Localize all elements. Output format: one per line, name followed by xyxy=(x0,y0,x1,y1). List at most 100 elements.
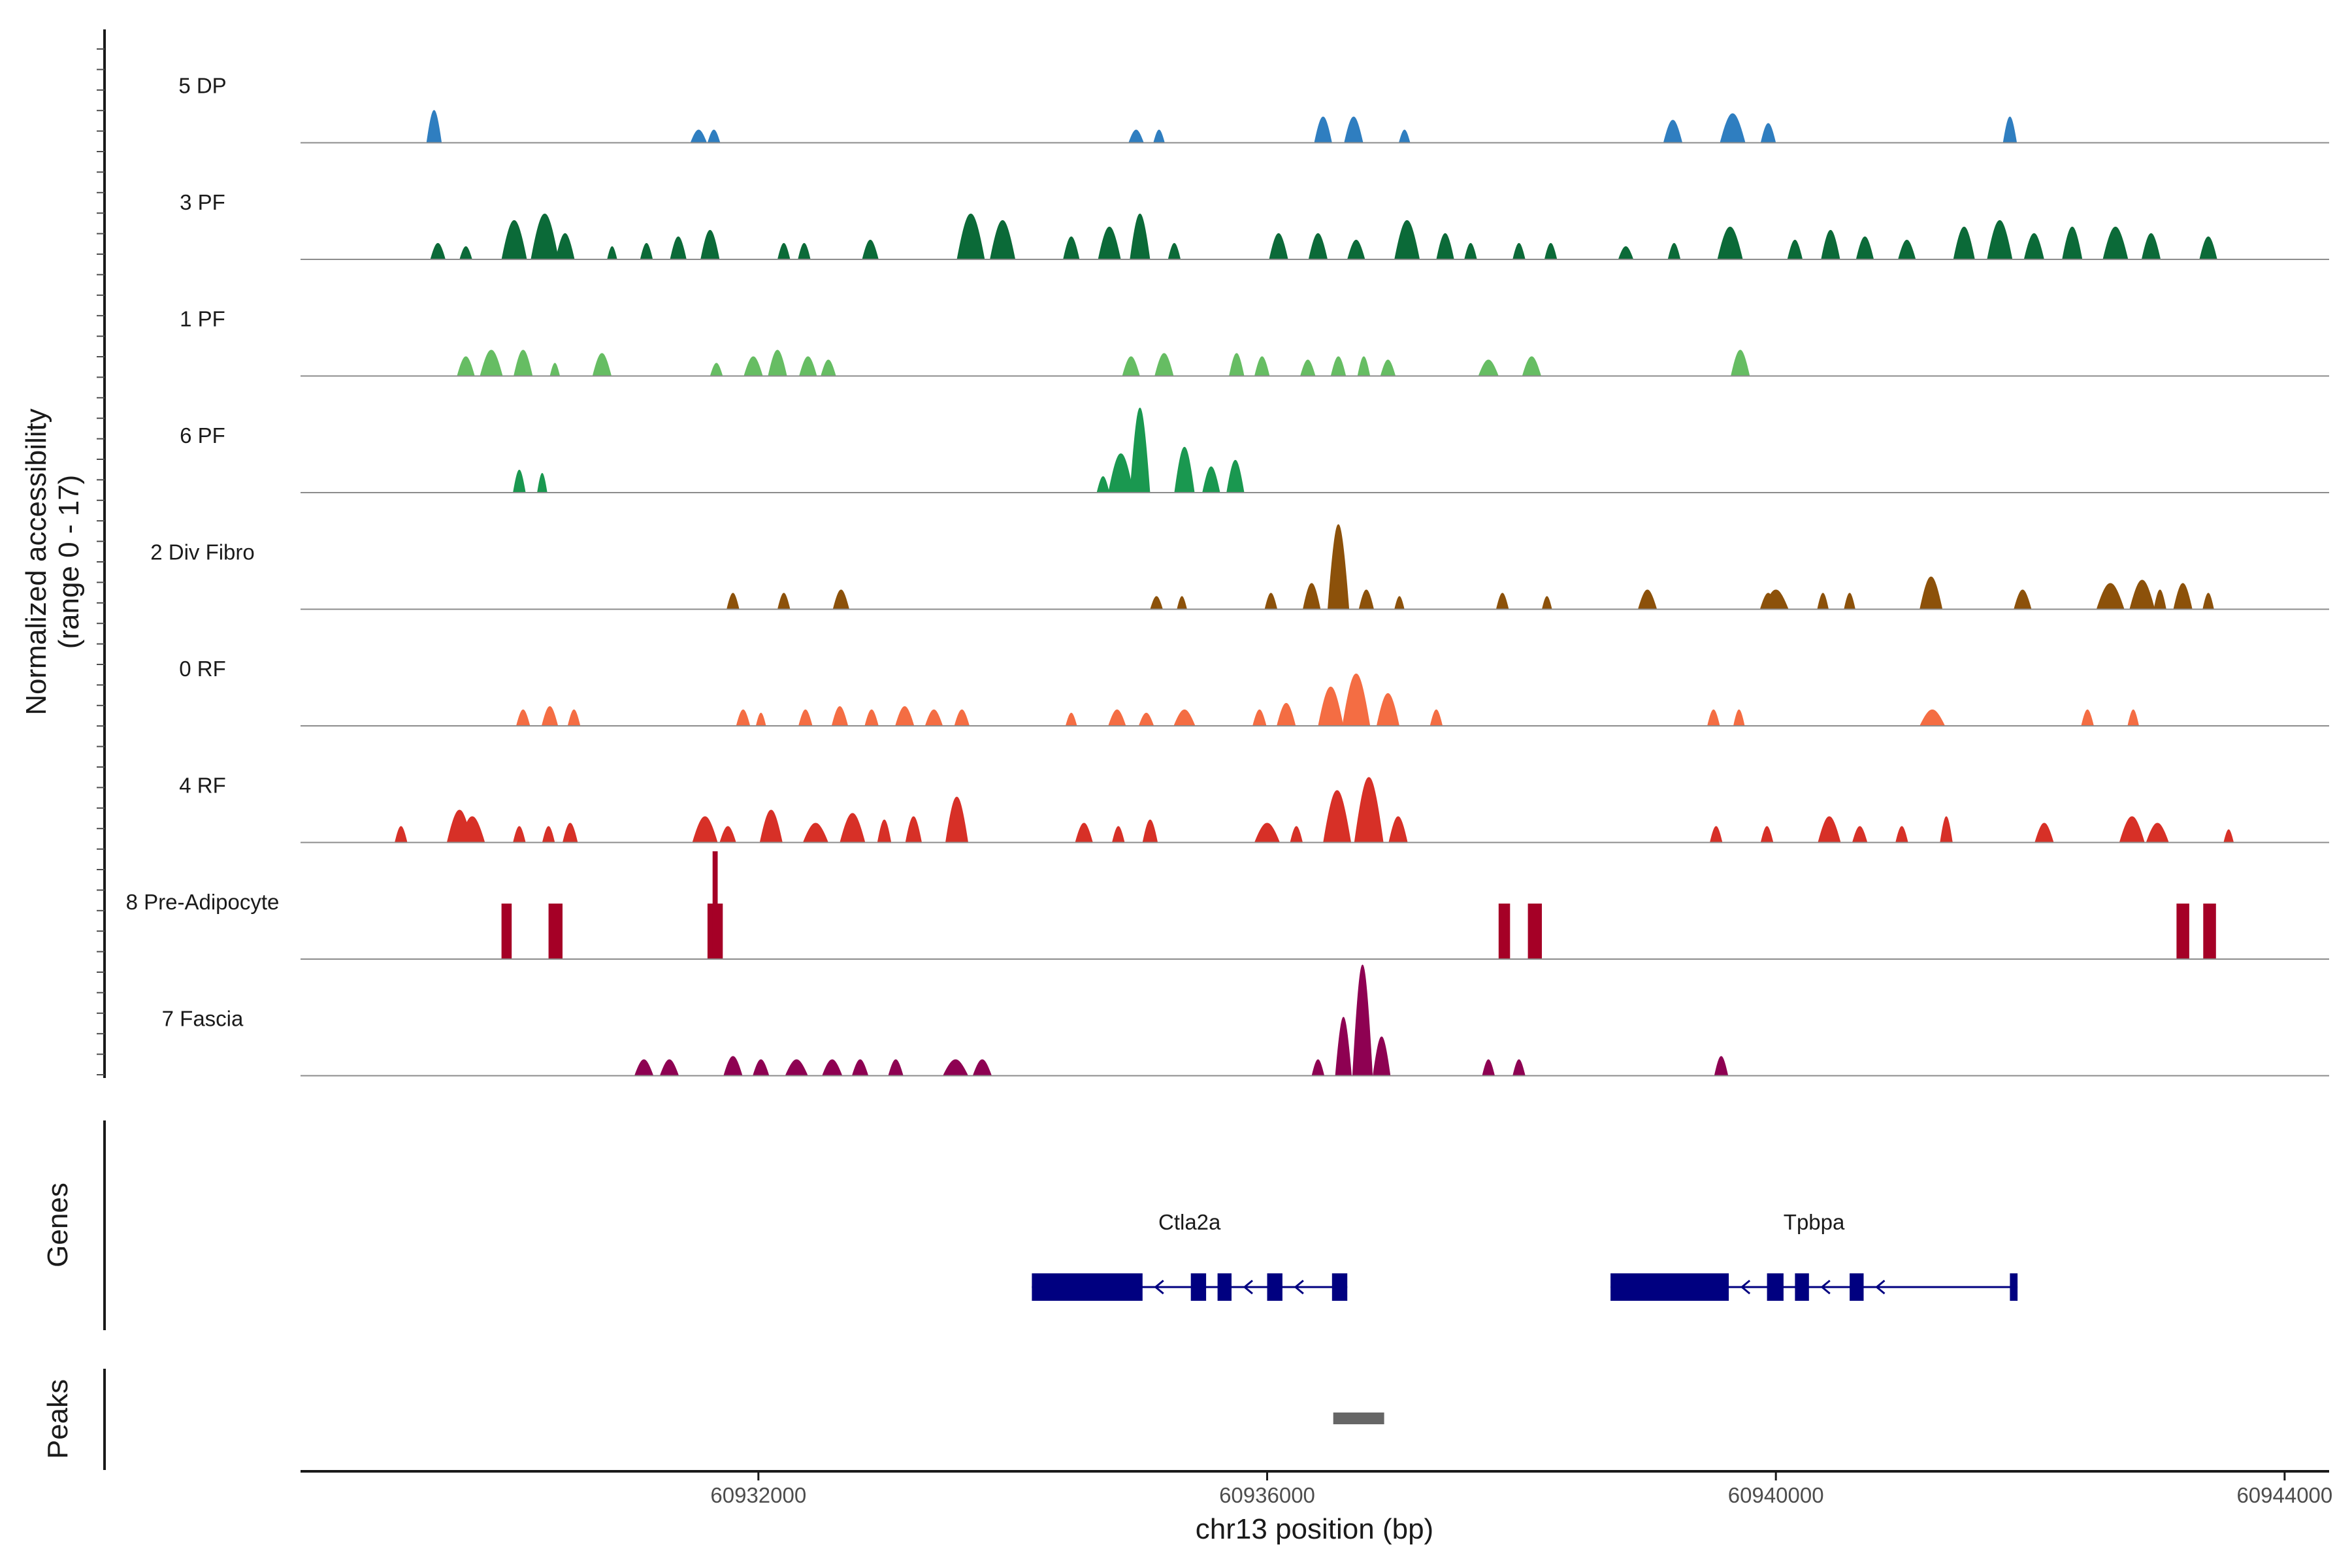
coverage-block-8-pre-adipocyte-4 xyxy=(1498,904,1511,959)
gene-exon-ctla2a-3 xyxy=(1267,1273,1282,1301)
coverage-peak-0-rf-16 xyxy=(1277,703,1296,726)
track-2-div-fibro: 2 Div Fibro xyxy=(150,524,2329,610)
coverage-peak-5-dp-8 xyxy=(1663,120,1683,143)
coverage-peak-7-fascia-3 xyxy=(753,1059,770,1076)
coverage-peak-3-pf-9 xyxy=(777,243,791,259)
coverage-peak-6-pf-0 xyxy=(513,470,526,493)
peaks-panel: Peaks xyxy=(42,1369,1384,1470)
coverage-peak-4-rf-3 xyxy=(513,826,526,843)
coverage-peak-3-pf-15 xyxy=(1098,227,1121,259)
coverage-peak-4-rf-5 xyxy=(563,823,578,843)
coverage-peak-4-rf-12 xyxy=(905,816,922,843)
gene-exon-ctla2a-2 xyxy=(1217,1273,1232,1301)
coverage-peak-2-div-fibro-6 xyxy=(1303,583,1321,610)
coverage-peak-0-rf-0 xyxy=(516,710,531,726)
coverage-peak-7-fascia-5 xyxy=(822,1059,843,1076)
coverage-peak-4-rf-27 xyxy=(1940,816,1953,843)
coverage-peak-1-pf-18 xyxy=(1478,359,1499,376)
coverage-peak-3-pf-23 xyxy=(1464,243,1477,259)
strand-arrow-icon xyxy=(1740,1279,1751,1295)
coverage-peak-0-rf-13 xyxy=(1138,713,1154,726)
coverage-peak-7-fascia-13 xyxy=(1373,1036,1391,1076)
coverage-peak-3-pf-10 xyxy=(798,243,811,259)
coverage-peak-1-pf-8 xyxy=(799,356,817,376)
coverage-peak-7-fascia-0 xyxy=(634,1059,654,1076)
coverage-peak-2-div-fibro-20 xyxy=(2129,580,2155,610)
coverage-peak-2-div-fibro-23 xyxy=(2202,593,2214,610)
coverage-peak-5-dp-1 xyxy=(690,129,707,143)
coverage-peak-5-dp-10 xyxy=(1760,123,1776,143)
track-label-5-dp: 5 DP xyxy=(178,74,226,98)
coverage-peak-0-rf-21 xyxy=(1707,710,1720,726)
coverage-peak-1-pf-20 xyxy=(1731,350,1750,376)
coverage-peak-3-pf-11 xyxy=(862,240,879,259)
gene-exon-tpbpa-0 xyxy=(1610,1273,1729,1301)
coverage-peak-3-pf-26 xyxy=(1618,246,1634,259)
coverage-peak-3-pf-31 xyxy=(1855,237,1874,259)
track-label-6-pf: 6 PF xyxy=(180,423,225,448)
coverage-peak-2-div-fibro-19 xyxy=(2096,583,2125,610)
gene-exon-tpbpa-4 xyxy=(2010,1273,2018,1301)
genes-panel: Genes Ctla2a Tpbpa xyxy=(42,1120,2018,1330)
coverage-peak-3-pf-7 xyxy=(670,237,687,259)
coverage-peak-1-pf-5 xyxy=(710,363,723,376)
gene-label-tpbpa: Tpbpa xyxy=(1784,1210,1845,1234)
genes-panel-label: Genes xyxy=(42,1183,74,1267)
track-3-pf: 3 PF xyxy=(180,190,2329,260)
track-8-pre-adipocyte: 8 Pre-Adipocyte xyxy=(126,851,2329,960)
x-tick-label-60932000: 60932000 xyxy=(710,1483,806,1507)
coverage-peak-3-pf-17 xyxy=(1168,243,1181,259)
coverage-peak-2-div-fibro-18 xyxy=(2014,589,2032,610)
coverage-peak-0-rf-22 xyxy=(1733,710,1745,726)
coverage-peak-0-rf-6 xyxy=(831,706,849,726)
coverage-peak-3-pf-21 xyxy=(1394,220,1420,259)
coverage-peak-3-pf-24 xyxy=(1512,243,1526,259)
coverage-peak-4-rf-26 xyxy=(1895,826,1908,843)
coverage-peak-6-pf-2 xyxy=(1096,476,1110,493)
coverage-peak-4-rf-21 xyxy=(1388,816,1408,843)
coverage-peak-7-fascia-9 xyxy=(972,1059,992,1076)
coverage-peak-0-rf-24 xyxy=(2081,710,2094,726)
coverage-peak-1-pf-15 xyxy=(1330,356,1347,376)
coverage-peak-7-fascia-6 xyxy=(851,1059,869,1076)
coverage-peak-4-rf-14 xyxy=(1075,823,1093,843)
coverage-peak-4-rf-17 xyxy=(1254,823,1280,843)
gene-exon-tpbpa-3 xyxy=(1850,1273,1864,1301)
accessibility-y-axis xyxy=(97,29,106,1078)
coverage-peak-2-div-fibro-8 xyxy=(1358,589,1374,610)
coverage-peak-3-pf-36 xyxy=(2062,227,2083,259)
coverage-peak-4-rf-13 xyxy=(945,796,968,843)
coverage-peak-4-rf-18 xyxy=(1290,826,1303,843)
track-1-pf: 1 PF xyxy=(180,307,2329,377)
coverage-peak-7-fascia-4 xyxy=(785,1059,808,1076)
coverage-peak-3-pf-19 xyxy=(1308,233,1328,259)
coverage-peak-2-div-fibro-11 xyxy=(1542,596,1552,610)
coverage-peak-4-rf-16 xyxy=(1142,819,1158,843)
coverage-peak-0-rf-10 xyxy=(954,710,970,726)
coverage-peak-0-rf-12 xyxy=(1108,710,1126,726)
coverage-peak-3-pf-29 xyxy=(1787,240,1803,259)
peaks-panel-label: Peaks xyxy=(42,1379,74,1459)
coverage-block-8-pre-adipocyte-3 xyxy=(712,851,718,959)
coverage-peak-0-rf-14 xyxy=(1173,710,1196,726)
x-tick-label-60940000: 60940000 xyxy=(1728,1483,1824,1507)
track-4-rf: 4 RF xyxy=(179,774,2329,843)
coverage-peak-3-pf-25 xyxy=(1544,243,1558,259)
coverage-peak-0-rf-15 xyxy=(1252,710,1267,726)
track-label-7-fascia: 7 Fascia xyxy=(162,1007,244,1031)
coverage-peak-2-div-fibro-1 xyxy=(777,593,791,610)
gene-models: Ctla2a Tpbpa xyxy=(1032,1210,2018,1301)
coverage-peak-7-fascia-7 xyxy=(888,1059,904,1076)
track-0-rf: 0 RF xyxy=(179,657,2329,727)
coverage-peak-2-div-fibro-4 xyxy=(1177,596,1187,610)
coverage-peak-4-rf-6 xyxy=(692,816,718,843)
coverage-peak-1-pf-12 xyxy=(1229,353,1245,376)
coverage-peak-7-fascia-10 xyxy=(1311,1059,1325,1076)
coverage-peak-1-pf-19 xyxy=(1522,356,1541,376)
coverage-peak-7-fascia-16 xyxy=(1714,1056,1729,1076)
coverage-peak-0-rf-9 xyxy=(924,710,943,726)
coverage-peak-2-div-fibro-15 xyxy=(1817,593,1829,610)
accessibility-tracks: 5 DP 3 PF 1 PF 6 PF 2 Div Fibro 0 RF 4 RF 8 Pre… xyxy=(126,74,2329,1077)
coverage-peak-3-pf-13 xyxy=(990,220,1016,259)
coverage-block-8-pre-adipocyte-7 xyxy=(2203,904,2216,959)
